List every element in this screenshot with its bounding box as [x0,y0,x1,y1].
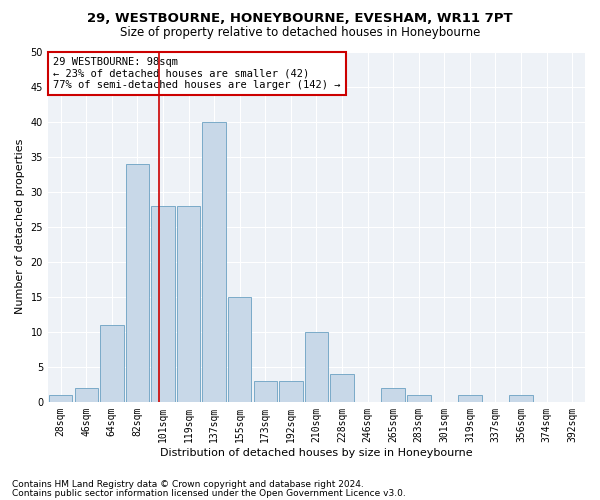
Bar [49,395,73,402]
Text: Contains public sector information licensed under the Open Government Licence v3: Contains public sector information licen… [12,488,406,498]
Text: 29, WESTBOURNE, HONEYBOURNE, EVESHAM, WR11 7PT: 29, WESTBOURNE, HONEYBOURNE, EVESHAM, WR… [87,12,513,26]
Bar [279,381,302,402]
Y-axis label: Number of detached properties: Number of detached properties [15,139,25,314]
Bar [458,395,482,402]
Bar [254,381,277,402]
Bar [382,388,405,402]
Text: Contains HM Land Registry data © Crown copyright and database right 2024.: Contains HM Land Registry data © Crown c… [12,480,364,489]
Bar [305,332,328,402]
Bar [202,122,226,402]
Bar [125,164,149,402]
Bar [228,296,251,402]
X-axis label: Distribution of detached houses by size in Honeybourne: Distribution of detached houses by size … [160,448,473,458]
Text: 29 WESTBOURNE: 98sqm
← 23% of detached houses are smaller (42)
77% of semi-detac: 29 WESTBOURNE: 98sqm ← 23% of detached h… [53,57,341,90]
Text: Size of property relative to detached houses in Honeybourne: Size of property relative to detached ho… [120,26,480,39]
Bar [330,374,354,402]
Bar [74,388,98,402]
Bar [407,395,431,402]
Bar [509,395,533,402]
Bar [151,206,175,402]
Bar [177,206,200,402]
Bar [100,325,124,402]
